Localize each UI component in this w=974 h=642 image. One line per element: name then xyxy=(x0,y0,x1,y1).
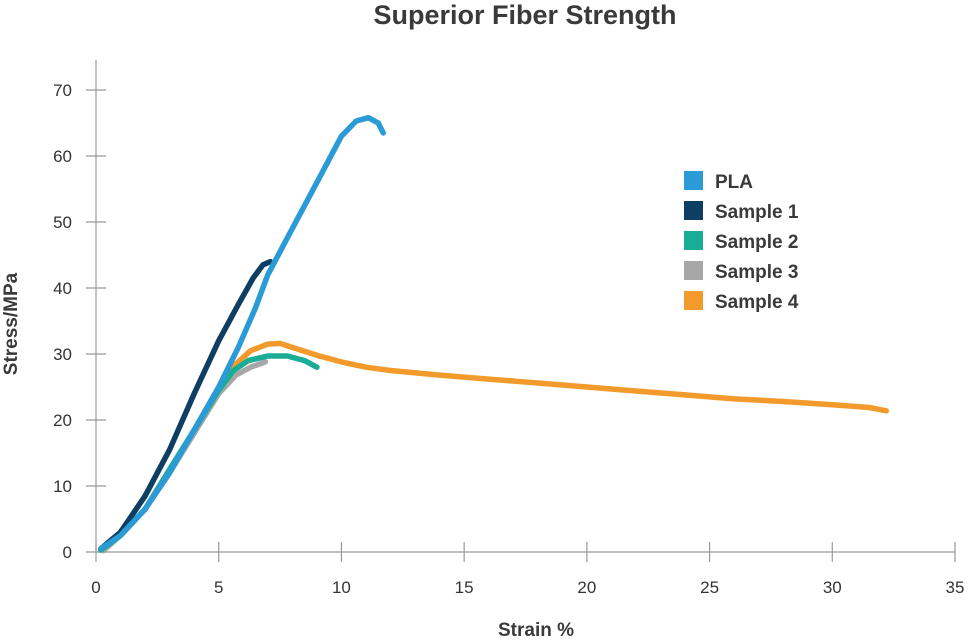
y-tick-label: 40 xyxy=(53,279,72,298)
legend: PLA Sample 1 Sample 2 Sample 3 Sample 4 xyxy=(684,171,799,313)
x-tick-label: 20 xyxy=(577,578,596,597)
legend-label-sample-1: Sample 1 xyxy=(715,202,799,223)
y-tick-label: 10 xyxy=(53,477,72,496)
chart-title: Superior Fiber Strength xyxy=(373,0,676,30)
x-tick-label: 35 xyxy=(946,578,965,597)
y-tick-label: 0 xyxy=(63,543,72,562)
series-line-sample-4 xyxy=(98,340,890,553)
legend-label-sample-3: Sample 3 xyxy=(715,262,798,283)
x-tick-label: 15 xyxy=(455,578,474,597)
x-tick-label: 0 xyxy=(91,578,100,597)
y-tick-label: 70 xyxy=(53,81,72,100)
x-tick-label: 25 xyxy=(700,578,719,597)
legend-swatch-pla xyxy=(684,171,703,190)
y-tick-label: 60 xyxy=(53,147,72,166)
legend-swatch-sample-2 xyxy=(684,231,703,250)
legend-swatch-sample-1 xyxy=(684,201,703,220)
axes xyxy=(95,60,955,553)
legend-label-sample-4: Sample 4 xyxy=(715,292,799,313)
series-line-sample-1 xyxy=(98,258,274,552)
ticks: 0 5 10 15 20 25 30 35 0 10 20 30 40 50 60 70 xyxy=(53,81,964,597)
legend-swatch-sample-3 xyxy=(684,261,703,280)
legend-label-pla: PLA xyxy=(715,172,753,193)
x-tick-label: 10 xyxy=(332,578,351,597)
y-tick-label: 30 xyxy=(53,345,72,364)
y-tick-label: 50 xyxy=(53,213,72,232)
x-axis-title: Strain % xyxy=(498,620,574,641)
y-axis-title: Stress/MPa xyxy=(1,272,22,375)
legend-label-sample-2: Sample 2 xyxy=(715,232,798,253)
legend-swatch-sample-4 xyxy=(684,291,703,310)
series-line-pla xyxy=(98,114,386,552)
series-lines xyxy=(98,114,890,554)
x-tick-label: 30 xyxy=(823,578,842,597)
y-tick-label: 20 xyxy=(53,411,72,430)
x-tick-label: 5 xyxy=(214,578,223,597)
